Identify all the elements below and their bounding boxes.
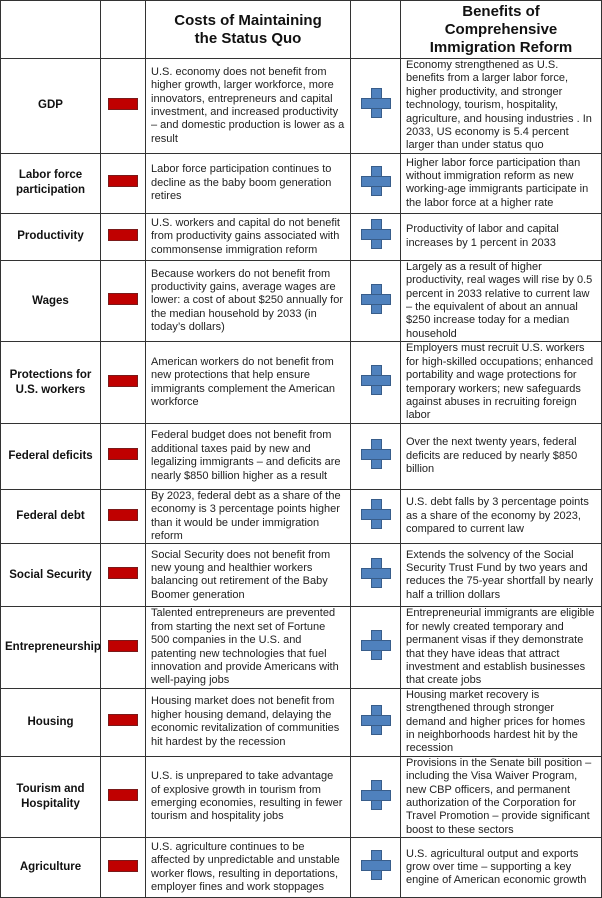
- minus-icon: [108, 859, 138, 872]
- minus-icon: [108, 374, 138, 387]
- cost-text: Talented entrepreneurs are prevented fro…: [145, 606, 351, 689]
- plus-icon: [360, 219, 391, 250]
- benefit-text: U.S. agricultural output and exports gro…: [400, 837, 602, 898]
- row-label: Labor force participation: [0, 152, 101, 214]
- row-label: Social Security: [0, 543, 101, 608]
- benefit-text: Economy strengthened as U.S. benefits fr…: [400, 58, 602, 154]
- minus-icon: [108, 228, 138, 241]
- cost-text: Housing market does not benefit from hig…: [145, 687, 351, 757]
- table-row: Agriculture U.S. agriculture continues to…: [0, 837, 602, 898]
- table-row: GDP U.S. economy does not benefit from hi…: [0, 58, 602, 154]
- cost-text: U.S. is unprepared to take advantage of …: [145, 755, 351, 839]
- empty-header: [0, 0, 101, 59]
- benefit-text: Largely as a result of higher productivi…: [400, 259, 602, 343]
- costs-header: Costs of Maintaining the Status Quo: [145, 0, 351, 59]
- plus-icon: [360, 850, 391, 881]
- minus-icon: [108, 639, 138, 652]
- minus-icon: [108, 567, 138, 580]
- plus-icon: [360, 779, 391, 810]
- benefit-text: Higher labor force participation than wi…: [400, 152, 602, 214]
- cost-text: U.S. workers and capital do not benefit …: [145, 212, 351, 261]
- minus-icon: [108, 448, 138, 461]
- table-row: Protections for U.S. workers American wor…: [0, 341, 602, 424]
- benefit-text: Entrepreneurial immigrants are eligible …: [400, 606, 602, 689]
- minus-icon: [108, 714, 138, 727]
- cost-text: By 2023, federal debt as a share of the …: [145, 488, 351, 545]
- benefit-text: Extends the solvency of the Social Secur…: [400, 543, 602, 608]
- plus-icon: [360, 704, 391, 735]
- header-row: Costs of Maintaining the Status Quo Bene…: [0, 0, 602, 59]
- row-label: Productivity: [0, 212, 101, 261]
- plus-icon: [360, 165, 391, 196]
- empty-header: [100, 0, 146, 59]
- row-label: Wages: [0, 259, 101, 343]
- cost-text: American workers do not benefit from new…: [145, 341, 351, 424]
- minus-icon: [108, 293, 138, 306]
- row-label: Protections for U.S. workers: [0, 341, 101, 424]
- plus-icon: [360, 88, 391, 119]
- row-label: Agriculture: [0, 837, 101, 898]
- table-row: Housing Housing market does not benefit f…: [0, 687, 602, 757]
- table-row: Federal debt By 2023, federal debt as a s…: [0, 488, 602, 545]
- cost-text: Social Security does not benefit from ne…: [145, 543, 351, 608]
- benefit-text: U.S. debt falls by 3 percentage points a…: [400, 488, 602, 545]
- table-row: Labor force participation Labor force par…: [0, 152, 602, 214]
- cost-text: U.S. economy does not benefit from highe…: [145, 58, 351, 154]
- benefit-text: Provisions in the Senate bill position –…: [400, 755, 602, 839]
- cost-text: U.S. agriculture continues to be affecte…: [145, 837, 351, 898]
- plus-icon: [360, 438, 391, 469]
- table-row: Social Security Social Security does not …: [0, 543, 602, 608]
- plus-icon: [360, 365, 391, 395]
- table-row: Entrepreneurship Talented entrepreneurs a…: [0, 606, 602, 689]
- minus-icon: [108, 175, 138, 188]
- minus-icon: [108, 508, 138, 521]
- benefit-text: Employers must recruit U.S. workers for …: [400, 341, 602, 424]
- empty-header: [350, 0, 401, 59]
- plus-icon: [360, 283, 391, 314]
- table-row: Productivity U.S. workers and capital do …: [0, 212, 602, 261]
- row-label: Federal debt: [0, 488, 101, 545]
- minus-icon: [108, 789, 138, 802]
- row-label: Entrepreneurship: [0, 606, 101, 689]
- plus-icon: [360, 630, 391, 661]
- benefit-text: Over the next twenty years, federal defi…: [400, 422, 602, 490]
- minus-icon: [108, 97, 138, 110]
- table-row: Tourism and Hospitality U.S. is unprepare…: [0, 755, 602, 839]
- row-label: Housing: [0, 687, 101, 757]
- benefit-text: Productivity of labor and capital increa…: [400, 212, 602, 261]
- plus-icon: [360, 499, 391, 530]
- table-row: Wages Because workers do not benefit from…: [0, 259, 602, 343]
- table-row: Federal deficits Federal budget does not …: [0, 422, 602, 490]
- benefit-text: Housing market recovery is strengthened …: [400, 687, 602, 757]
- row-label: Federal deficits: [0, 422, 101, 490]
- row-label: GDP: [0, 58, 101, 154]
- cost-text: Because workers do not benefit from prod…: [145, 259, 351, 343]
- cost-text: Labor force participation continues to d…: [145, 152, 351, 214]
- benefits-header: Benefits of Comprehensive Immigration Re…: [400, 0, 602, 59]
- row-label: Tourism and Hospitality: [0, 755, 101, 839]
- plus-icon: [360, 557, 391, 588]
- cost-text: Federal budget does not benefit from add…: [145, 422, 351, 490]
